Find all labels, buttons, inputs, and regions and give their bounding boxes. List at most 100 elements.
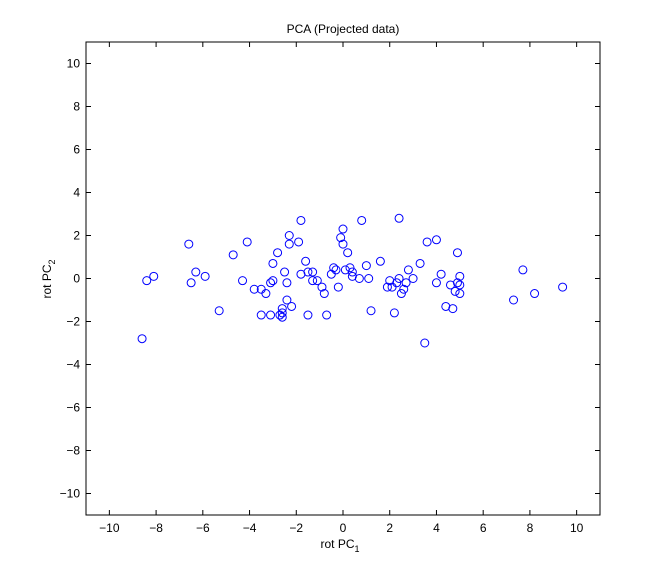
x-tick-label: −10	[99, 521, 120, 535]
data-point	[366, 306, 376, 316]
y-tick-label: −10	[60, 487, 81, 501]
data-point	[256, 310, 266, 320]
data-point	[403, 265, 413, 275]
data-point	[347, 267, 357, 277]
data-point	[422, 237, 432, 247]
y-tick-label: −8	[66, 444, 80, 458]
x-tick-label: −8	[149, 521, 163, 535]
data-point	[336, 233, 346, 243]
data-point	[431, 278, 441, 288]
data-point	[277, 304, 287, 314]
data-point	[399, 284, 409, 294]
data-point	[345, 263, 355, 273]
data-point	[396, 289, 406, 299]
data-point	[214, 306, 224, 316]
data-point	[268, 258, 278, 268]
x-tick-label: 6	[480, 521, 487, 535]
data-point	[343, 248, 353, 258]
tick-marks	[86, 42, 600, 515]
data-point	[338, 239, 348, 249]
data-point	[394, 274, 404, 283]
x-axis-label-subscript: 1	[355, 544, 360, 554]
data-point	[455, 280, 465, 290]
x-tick-label: 10	[570, 521, 584, 535]
data-point	[394, 213, 404, 223]
data-point	[308, 267, 318, 277]
data-point	[284, 239, 294, 249]
data-point	[137, 334, 147, 344]
data-point	[296, 215, 306, 225]
plot-frame	[85, 41, 601, 516]
data-point	[186, 278, 196, 288]
y-tick-label: −2	[66, 315, 80, 329]
chart-title: PCA (Projected data)	[287, 22, 400, 36]
data-point	[382, 282, 392, 292]
data-point	[242, 237, 252, 247]
data-point	[319, 289, 329, 299]
data-point	[191, 267, 201, 277]
plot-area	[86, 42, 600, 515]
data-point	[558, 282, 568, 292]
data-point	[431, 235, 441, 245]
data-point	[142, 276, 152, 286]
data-point	[184, 239, 194, 249]
data-point	[452, 278, 462, 288]
y-tick-label: 10	[67, 57, 81, 71]
data-point	[268, 276, 278, 286]
y-tick-label: 8	[73, 100, 80, 114]
x-tick-label: 8	[527, 521, 534, 535]
y-axis-label: rot PC	[40, 264, 54, 298]
y-tick-label: −6	[66, 401, 80, 415]
data-point	[450, 286, 460, 296]
data-point	[436, 269, 446, 279]
data-point	[308, 276, 318, 286]
data-point	[401, 278, 411, 288]
x-axis-title: rot PC1	[320, 537, 359, 554]
data-point	[149, 271, 159, 281]
y-axis-label-subscript: 2	[47, 259, 57, 264]
data-point	[448, 304, 458, 314]
data-point	[455, 289, 465, 299]
data-point	[357, 215, 367, 225]
data-point	[322, 310, 332, 320]
data-point	[282, 278, 292, 288]
data-point	[261, 289, 271, 299]
data-point	[301, 256, 311, 266]
x-tick-labels: −10 −8 −6 −4 −2 0 2 4 6 8 10	[99, 521, 583, 535]
data-point	[452, 248, 462, 258]
data-point	[333, 282, 343, 292]
data-point	[312, 276, 322, 286]
y-tick-label: 6	[73, 143, 80, 157]
data-point	[317, 282, 327, 292]
x-tick-label: −6	[196, 521, 210, 535]
x-tick-label: −2	[289, 521, 303, 535]
x-axis-label: rot PC	[320, 537, 354, 551]
y-tick-label: 0	[73, 272, 80, 286]
data-point	[375, 256, 385, 266]
data-point	[338, 224, 348, 234]
data-points	[137, 213, 568, 348]
y-tick-label: 2	[73, 229, 80, 243]
data-point	[266, 278, 276, 288]
data-point	[530, 289, 540, 299]
data-point	[331, 265, 341, 275]
data-point	[282, 295, 292, 305]
data-point	[361, 261, 371, 271]
data-point	[392, 278, 402, 288]
data-point	[277, 308, 287, 318]
data-point	[455, 271, 465, 281]
data-point	[273, 248, 283, 258]
data-point	[284, 231, 294, 240]
data-point	[303, 267, 313, 277]
data-point	[287, 301, 297, 311]
data-point	[228, 250, 238, 260]
data-point	[420, 338, 430, 348]
data-point	[518, 265, 528, 275]
x-tick-label: 4	[433, 521, 440, 535]
data-point	[200, 271, 210, 281]
data-point	[277, 312, 287, 322]
data-point	[364, 274, 374, 283]
data-point	[294, 237, 304, 247]
